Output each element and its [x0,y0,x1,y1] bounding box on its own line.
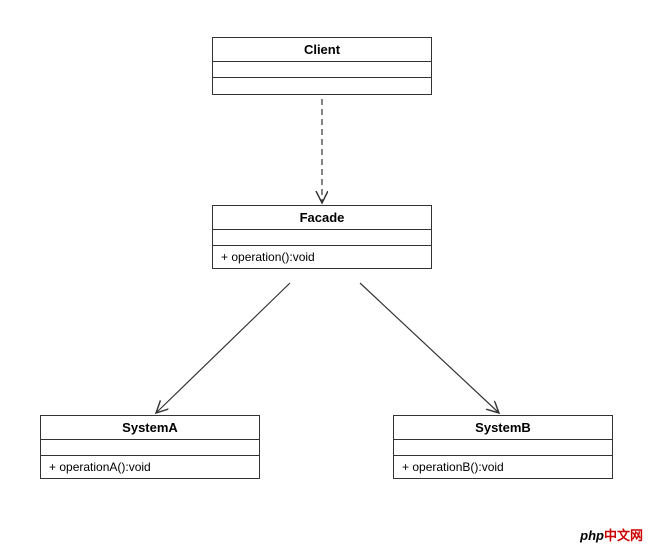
watermark-php: php [580,528,604,543]
class-method: + operation():void [213,246,431,268]
class-name: SystemB [394,416,612,440]
class-attributes [41,440,259,456]
edge-facade-systemb [360,283,499,413]
uml-class-client: Client [212,37,432,95]
watermark: php中文网 [580,525,643,544]
uml-class-systemb: SystemB + operationB():void [393,415,613,479]
edge-facade-systema [156,283,290,413]
uml-class-facade: Facade + operation():void [212,205,432,269]
class-name: Facade [213,206,431,230]
class-name: SystemA [41,416,259,440]
class-methods [213,78,431,94]
class-attributes [394,440,612,456]
class-attributes [213,230,431,246]
uml-class-systema: SystemA + operationA():void [40,415,260,479]
class-name: Client [213,38,431,62]
class-method: + operationA():void [41,456,259,478]
class-method: + operationB():void [394,456,612,478]
class-attributes [213,62,431,78]
watermark-cn: 中文网 [604,528,643,543]
